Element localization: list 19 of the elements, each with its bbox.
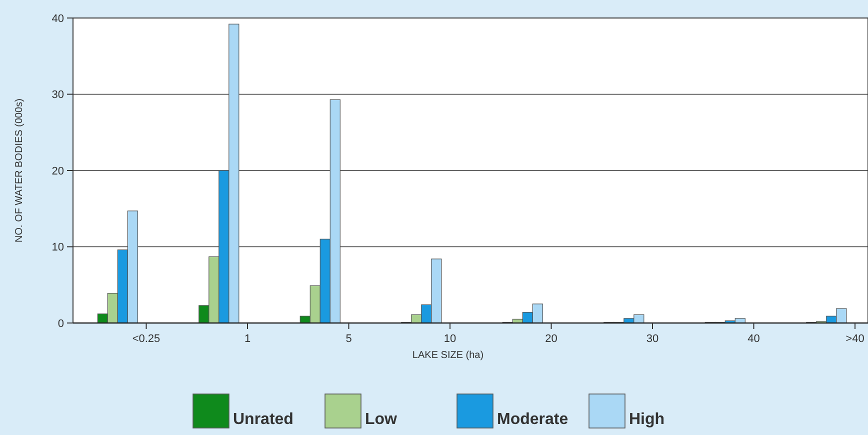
- x-tick-label: >40: [846, 333, 864, 345]
- y-tick-label: 20: [52, 165, 64, 178]
- y-axis-title: NO. OF WATER BODIES (000s): [14, 98, 25, 242]
- x-axis-title: LAKE SIZE (ha): [412, 350, 484, 361]
- y-tick-label: 40: [52, 12, 64, 25]
- legend-label: High: [629, 411, 665, 428]
- x-tick-label: <0.25: [132, 333, 160, 345]
- x-tick-label: 20: [545, 333, 558, 345]
- legend-label: Moderate: [497, 411, 568, 428]
- legend-label: Unrated: [233, 411, 294, 428]
- y-tick-label: 0: [58, 318, 64, 330]
- legend-label: Low: [365, 411, 398, 428]
- x-tick-label: 30: [646, 333, 659, 345]
- y-tick-label: 10: [52, 242, 64, 254]
- x-tick-label: 5: [346, 333, 352, 345]
- y-tick-label: 30: [52, 89, 64, 102]
- x-tick-label: 1: [244, 333, 251, 345]
- x-tick-label: 10: [444, 333, 456, 345]
- x-tick-label: 40: [748, 333, 760, 345]
